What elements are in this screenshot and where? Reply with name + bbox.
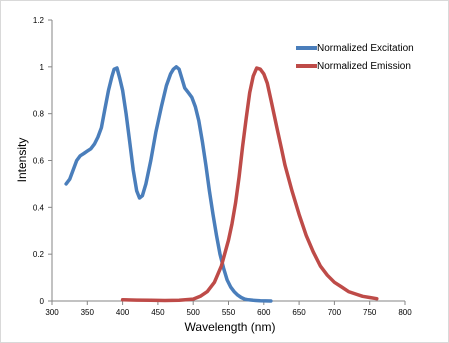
y-tick-label-2: 0.4 [33,203,45,212]
legend: Normalized Excitation Normalized Emissio… [296,43,414,72]
x-tick-label-600: 600 [257,308,271,317]
legend-label-emission: Normalized Emission [317,61,411,72]
y-tick-label-6: 1.2 [33,16,45,25]
series-lines [64,65,379,303]
x-tick-label-550: 550 [222,308,236,317]
x-tick-label-700: 700 [328,308,342,317]
x-axis-ticks: 300 350 400 450 500 550 600 650 700 750 800 [45,301,412,317]
x-tick-label-300: 300 [45,308,59,317]
y-tick-label-3: 0.6 [33,157,45,166]
legend-item-emission: Normalized Emission [296,61,411,72]
x-tick-label-450: 450 [151,308,165,317]
legend-label-excitation: Normalized Excitation [317,43,414,54]
y-tick-label-1: 0.2 [33,250,45,259]
x-tick-label-800: 800 [398,308,412,317]
emission-line [120,66,379,303]
y-tick-label-0: 0 [40,297,45,306]
y-tick-label-4: 0.8 [33,110,45,119]
legend-item-excitation: Normalized Excitation [296,43,414,54]
x-axis-title: Wavelength (nm) [185,320,276,334]
y-axis-ticks: 0 0.2 0.4 0.6 0.8 1 1.2 [33,16,52,306]
excitation-line [64,65,273,303]
y-tick-label-5: 1 [40,63,45,72]
x-tick-label-350: 350 [81,308,95,317]
x-tick-label-650: 650 [292,308,306,317]
x-tick-label-750: 750 [363,308,377,317]
x-tick-label-500: 500 [187,308,201,317]
y-axis-title: Intensity [15,138,29,183]
x-tick-label-400: 400 [116,308,130,317]
